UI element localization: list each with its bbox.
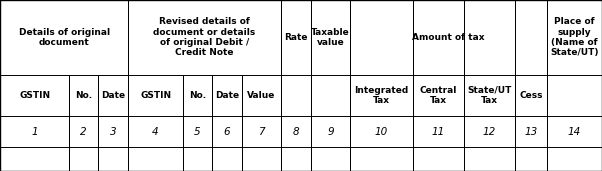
Text: Amount of tax: Amount of tax bbox=[412, 33, 485, 42]
Text: 6: 6 bbox=[223, 127, 230, 136]
Text: 9: 9 bbox=[327, 127, 334, 136]
Text: 8: 8 bbox=[293, 127, 299, 136]
Text: 13: 13 bbox=[524, 127, 538, 136]
Text: No.: No. bbox=[188, 91, 206, 100]
Text: State/UT
Tax: State/UT Tax bbox=[467, 86, 511, 105]
Text: 12: 12 bbox=[482, 127, 496, 136]
Text: Integrated
Tax: Integrated Tax bbox=[354, 86, 409, 105]
Text: 2: 2 bbox=[80, 127, 87, 136]
Text: GSTIN: GSTIN bbox=[140, 91, 171, 100]
Text: Value: Value bbox=[247, 91, 276, 100]
Text: Revised details of
document or details
of original Debit /
Credit Note: Revised details of document or details o… bbox=[154, 17, 255, 57]
Text: Place of
supply
(Name of
State/UT): Place of supply (Name of State/UT) bbox=[550, 17, 599, 57]
Text: Details of original
document: Details of original document bbox=[19, 28, 110, 47]
Text: Central
Tax: Central Tax bbox=[420, 86, 457, 105]
Text: Cess: Cess bbox=[519, 91, 542, 100]
Text: 14: 14 bbox=[568, 127, 581, 136]
Text: 10: 10 bbox=[374, 127, 388, 136]
Text: Date: Date bbox=[101, 91, 125, 100]
Text: 3: 3 bbox=[110, 127, 116, 136]
Text: 1: 1 bbox=[31, 127, 38, 136]
Text: Date: Date bbox=[215, 91, 239, 100]
Text: GSTIN: GSTIN bbox=[19, 91, 50, 100]
Text: Taxable
value: Taxable value bbox=[311, 28, 350, 47]
Text: 4: 4 bbox=[152, 127, 159, 136]
Text: 5: 5 bbox=[194, 127, 200, 136]
Text: No.: No. bbox=[75, 91, 92, 100]
Text: Rate: Rate bbox=[284, 33, 308, 42]
Text: 11: 11 bbox=[432, 127, 445, 136]
Text: 7: 7 bbox=[258, 127, 265, 136]
